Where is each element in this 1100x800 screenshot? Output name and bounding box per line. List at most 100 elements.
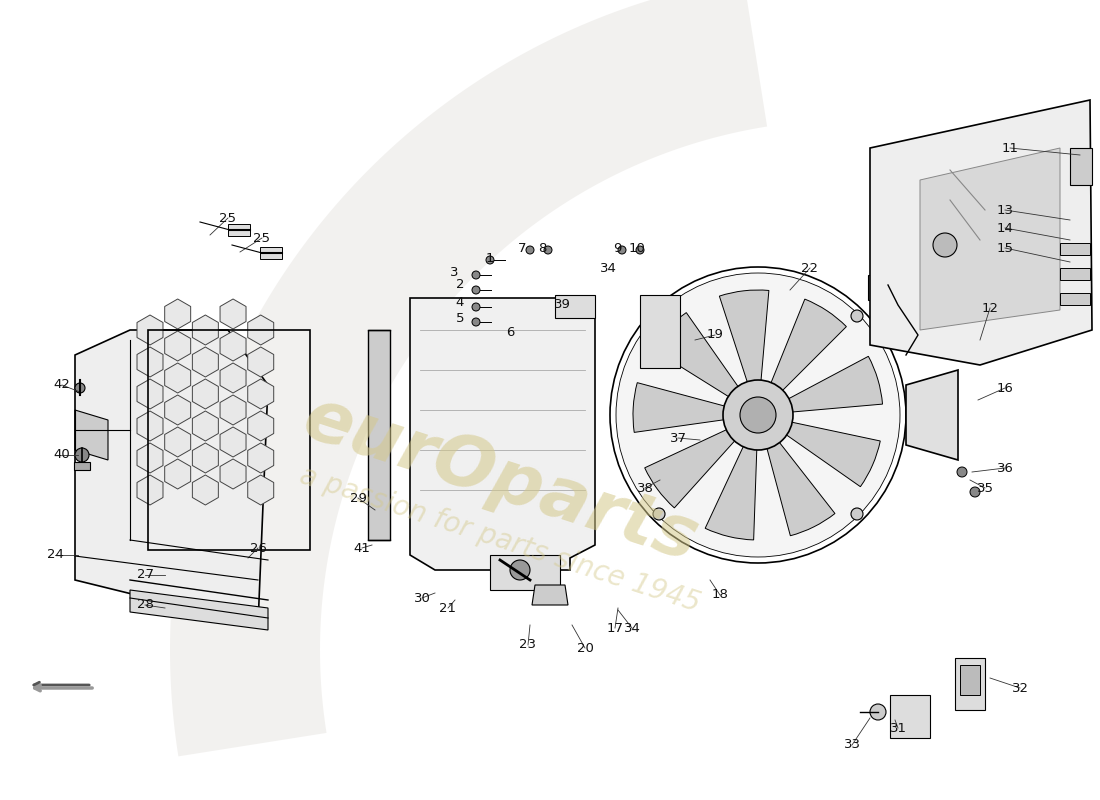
Text: 38: 38 [637,482,653,494]
Circle shape [472,271,480,279]
Text: 20: 20 [576,642,593,654]
Polygon shape [248,315,274,345]
Text: 24: 24 [46,549,64,562]
Polygon shape [130,590,268,630]
Polygon shape [138,475,163,505]
Polygon shape [556,295,595,318]
Wedge shape [705,415,758,540]
Text: 2: 2 [455,278,464,291]
Polygon shape [920,148,1060,330]
Polygon shape [248,411,274,441]
Text: 25: 25 [220,211,236,225]
Wedge shape [758,299,846,415]
Circle shape [851,508,864,520]
Text: 3: 3 [450,266,459,278]
Circle shape [510,560,530,580]
Text: 19: 19 [706,329,724,342]
Polygon shape [1070,148,1092,185]
Text: 15: 15 [997,242,1013,254]
Text: 18: 18 [712,589,728,602]
Circle shape [472,286,480,294]
Polygon shape [890,695,930,738]
Text: 36: 36 [997,462,1013,474]
Text: 12: 12 [981,302,999,314]
Text: 33: 33 [844,738,860,751]
Polygon shape [955,658,984,710]
Circle shape [618,246,626,254]
Polygon shape [220,459,246,489]
Text: 41: 41 [353,542,371,554]
Wedge shape [652,313,758,415]
Polygon shape [192,443,219,473]
Circle shape [740,397,776,433]
Circle shape [653,508,666,520]
Text: 22: 22 [802,262,818,274]
Text: 1: 1 [486,251,494,265]
Text: 40: 40 [54,449,70,462]
Text: 8: 8 [538,242,547,254]
Circle shape [75,383,85,393]
Polygon shape [248,379,274,409]
Circle shape [870,704,886,720]
Circle shape [653,310,666,322]
Text: 25: 25 [253,231,271,245]
Circle shape [723,380,793,450]
Polygon shape [165,427,190,457]
Polygon shape [248,475,274,505]
Text: 32: 32 [1012,682,1028,694]
Polygon shape [192,475,219,505]
Polygon shape [165,299,190,329]
Text: 11: 11 [1001,142,1019,154]
Text: 34: 34 [624,622,640,634]
Polygon shape [868,275,903,300]
Wedge shape [645,415,758,508]
Wedge shape [758,356,882,415]
Bar [960,665,980,695]
Polygon shape [248,443,274,473]
Circle shape [75,448,89,462]
Polygon shape [138,347,163,377]
Text: 21: 21 [440,602,456,614]
Bar [1060,293,1090,305]
Text: 13: 13 [997,203,1013,217]
Polygon shape [192,315,219,345]
Circle shape [851,310,864,322]
Text: 42: 42 [54,378,70,391]
Polygon shape [220,395,246,425]
Circle shape [970,487,980,497]
Bar [74,462,90,470]
Polygon shape [165,459,190,489]
Text: 29: 29 [350,491,366,505]
Circle shape [933,233,957,257]
Polygon shape [220,299,246,329]
Bar [368,330,390,540]
Wedge shape [719,290,769,415]
Polygon shape [870,100,1092,365]
Circle shape [472,318,480,326]
Circle shape [636,246,644,254]
Polygon shape [220,363,246,393]
Polygon shape [192,411,219,441]
Text: 7: 7 [518,242,526,254]
Text: eurOparts: eurOparts [294,384,706,576]
Text: a passion for parts since 1945: a passion for parts since 1945 [296,462,704,618]
Bar [1060,268,1090,280]
Polygon shape [220,331,246,361]
Text: 9: 9 [613,242,621,254]
Text: 10: 10 [628,242,646,254]
Polygon shape [640,295,680,368]
Polygon shape [75,410,108,460]
Circle shape [957,467,967,477]
Circle shape [616,273,900,557]
Polygon shape [410,298,595,570]
Wedge shape [758,415,880,486]
Polygon shape [138,411,163,441]
Text: 6: 6 [506,326,514,338]
Polygon shape [165,395,190,425]
Polygon shape [75,330,268,625]
Text: 27: 27 [136,569,154,582]
Wedge shape [758,415,835,536]
Polygon shape [165,331,190,361]
Polygon shape [220,427,246,457]
Text: 34: 34 [600,262,616,274]
